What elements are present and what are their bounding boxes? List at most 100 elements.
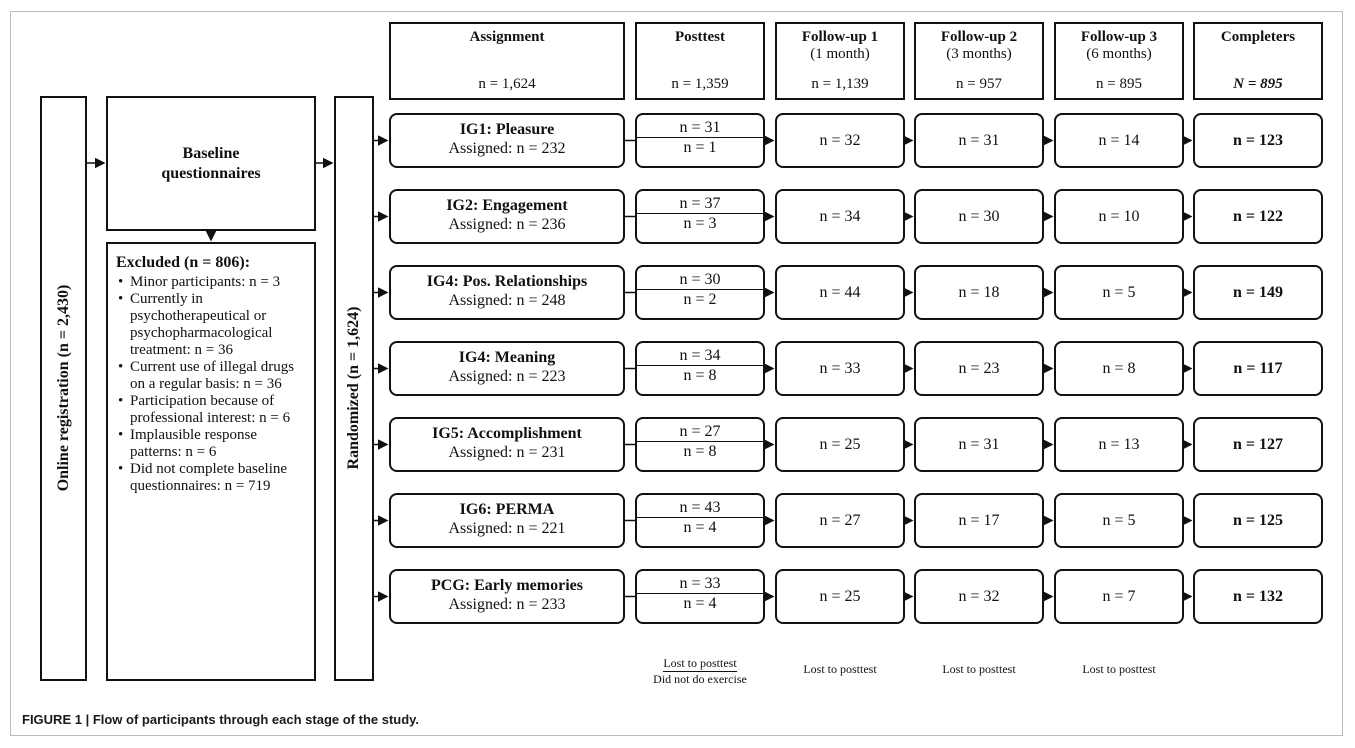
randomized-label: Randomized (n = 1,624): [345, 306, 362, 470]
follow-up-1-box: n = 33: [775, 341, 905, 396]
completers-box: n = 122: [1193, 189, 1323, 244]
follow-up-1-box: n = 32: [775, 113, 905, 168]
follow-up-2-box: n = 30: [914, 189, 1044, 244]
header-completers: Completers N = 895: [1193, 22, 1323, 100]
header-count: n = 1,624: [478, 76, 536, 92]
arm-assigned: Assigned: n = 223: [448, 368, 566, 385]
excluded-item: Currently in psychotherapeutical or psyc…: [118, 291, 306, 359]
did-not-do-exercise: n = 8: [683, 367, 717, 384]
cell-count: n = 5: [1102, 511, 1136, 529]
header-follow-up-2: Follow-up 2 (3 months) n = 957: [914, 22, 1044, 100]
arm-box: IG4: Pos. Relationships Assigned: n = 248: [389, 265, 625, 320]
excluded-heading: Excluded (n = 806):: [116, 254, 251, 271]
fraction-line: [637, 593, 763, 594]
header-title: Follow-up 3: [1080, 29, 1158, 45]
posttest-box: n = 33 n = 4: [635, 569, 765, 624]
follow-up-1-box: n = 25: [775, 569, 905, 624]
fraction-line: [637, 517, 763, 518]
cell-count: n = 27: [819, 511, 861, 529]
legend-follow-up-1: Lost to posttest: [803, 662, 877, 676]
cell-count: n = 18: [958, 283, 1000, 301]
did-not-do-exercise: n = 8: [683, 443, 717, 460]
posttest-box: n = 31 n = 1: [635, 113, 765, 168]
cell-count: n = 14: [1098, 131, 1140, 149]
fraction-line: [637, 289, 763, 290]
cell-count: n = 32: [819, 131, 861, 149]
arm-box: IG4: Meaning Assigned: n = 223: [389, 341, 625, 396]
header-posttest: Posttest n = 1,359: [635, 22, 765, 100]
arm-box: IG5: Accomplishment Assigned: n = 231: [389, 417, 625, 472]
header-title: Posttest: [675, 29, 725, 45]
arm-box: IG1: Pleasure Assigned: n = 232: [389, 113, 625, 168]
follow-up-1-box: n = 27: [775, 493, 905, 548]
cell-count: n = 8: [1102, 359, 1136, 377]
posttest-box: n = 34 n = 8: [635, 341, 765, 396]
arm-assigned: Assigned: n = 221: [448, 520, 566, 537]
follow-up-3-box: n = 5: [1054, 265, 1184, 320]
arm-assigned: Assigned: n = 232: [448, 140, 566, 157]
fraction-line: [637, 441, 763, 442]
header-subtitle: (6 months): [1086, 46, 1152, 62]
figure-caption: FIGURE 1 | Flow of participants through …: [22, 712, 420, 727]
fraction-line: [637, 213, 763, 214]
follow-up-2-box: n = 31: [914, 417, 1044, 472]
cell-count: n = 123: [1232, 131, 1283, 149]
header-title: Assignment: [469, 29, 545, 45]
cell-count: n = 34: [819, 207, 861, 225]
arm-box: IG2: Engagement Assigned: n = 236: [389, 189, 625, 244]
baseline-box: Baseline questionnaires: [106, 96, 316, 231]
posttest-box: n = 30 n = 2: [635, 265, 765, 320]
follow-up-3-box: n = 8: [1054, 341, 1184, 396]
excluded-box: Excluded (n = 806): Minor participants: …: [106, 242, 316, 681]
lost-to-posttest: n = 33: [679, 575, 721, 592]
completers-box: n = 149: [1193, 265, 1323, 320]
arm-assigned: Assigned: n = 233: [448, 596, 566, 613]
cell-count: n = 10: [1098, 207, 1140, 225]
cell-count: n = 117: [1233, 359, 1283, 377]
lost-to-posttest: n = 31: [679, 119, 721, 136]
legend-lost-to-posttest: Lost to posttest: [663, 656, 737, 672]
did-not-do-exercise: n = 4: [683, 519, 717, 536]
header-title: Follow-up 2: [940, 29, 1018, 45]
follow-up-1-box: n = 44: [775, 265, 905, 320]
cell-count: n = 31: [958, 435, 1000, 453]
posttest-box: n = 43 n = 4: [635, 493, 765, 548]
registration-label: Online registration (n = 2,430): [55, 284, 72, 492]
header-subtitle: (1 month): [810, 46, 870, 62]
cell-count: n = 31: [958, 131, 1000, 149]
header-count: n = 957: [956, 76, 1002, 92]
follow-up-3-box: n = 14: [1054, 113, 1184, 168]
arm-box: PCG: Early memories Assigned: n = 233: [389, 569, 625, 624]
did-not-do-exercise: n = 4: [683, 595, 717, 612]
header-count: n = 1,359: [671, 76, 729, 92]
header-count: n = 1,139: [811, 76, 869, 92]
arm-name: IG1: Pleasure: [459, 121, 555, 138]
excluded-item: Did not complete baseline questionnaires…: [118, 461, 306, 495]
lost-to-posttest: n = 37: [679, 195, 721, 212]
cell-count: n = 132: [1232, 587, 1283, 605]
cell-count: n = 125: [1232, 511, 1283, 529]
arm-name: IG2: Engagement: [446, 197, 568, 214]
did-not-do-exercise: n = 3: [683, 215, 717, 232]
excluded-item: Current use of illegal drugs on a regula…: [118, 359, 306, 393]
did-not-do-exercise: n = 2: [683, 291, 717, 308]
arm-assigned: Assigned: n = 248: [448, 292, 566, 309]
excluded-item: Participation because of professional in…: [118, 393, 306, 427]
arm-name: IG4: Pos. Relationships: [426, 273, 588, 290]
fraction-line: [637, 137, 763, 138]
baseline-label: Baseline questionnaires: [161, 144, 261, 182]
follow-up-2-box: n = 23: [914, 341, 1044, 396]
cell-count: n = 30: [958, 207, 1000, 225]
legend-did-not-do-exercise: Did not do exercise: [653, 672, 747, 686]
follow-up-3-box: n = 13: [1054, 417, 1184, 472]
cell-count: n = 44: [819, 283, 861, 301]
cell-count: n = 127: [1232, 435, 1283, 453]
follow-up-2-box: n = 17: [914, 493, 1044, 548]
lost-to-posttest: n = 27: [679, 423, 721, 440]
arm-assigned: Assigned: n = 231: [448, 444, 566, 461]
header-follow-up-3: Follow-up 3 (6 months) n = 895: [1054, 22, 1184, 100]
cell-count: n = 25: [819, 435, 861, 453]
registration-box: [40, 96, 87, 681]
lost-to-posttest: n = 34: [679, 347, 721, 364]
follow-up-2-box: n = 32: [914, 569, 1044, 624]
